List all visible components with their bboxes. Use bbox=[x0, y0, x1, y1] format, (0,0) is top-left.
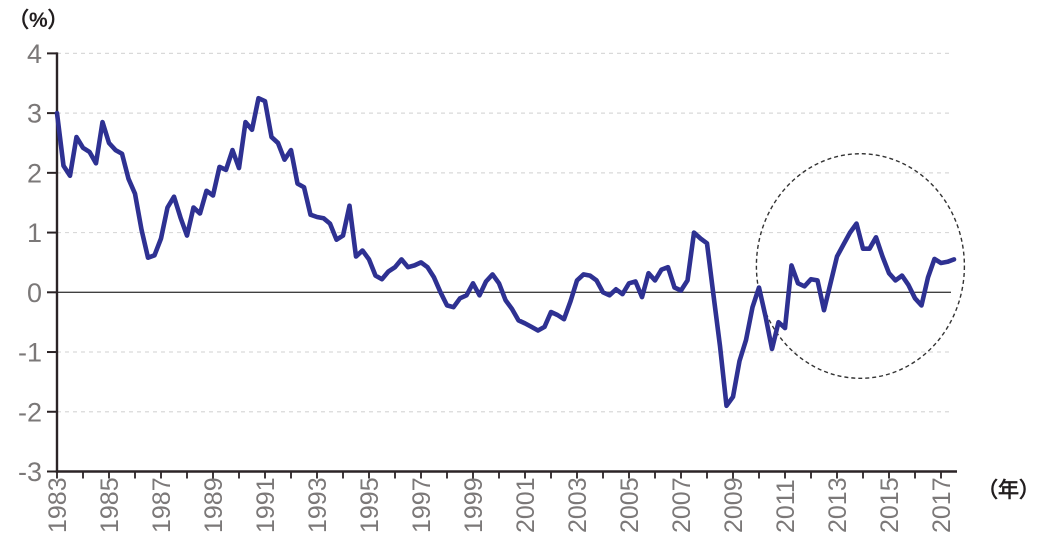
x-tick-label: 2001 bbox=[512, 477, 540, 533]
y-tick-label: 1 bbox=[27, 218, 42, 248]
x-tick-label: 2007 bbox=[668, 477, 696, 533]
x-axis-unit-label: （年） bbox=[977, 479, 1040, 502]
x-tick-label: 1987 bbox=[148, 477, 176, 533]
x-tick-label: 2013 bbox=[824, 477, 852, 533]
x-tick-label: 1993 bbox=[304, 477, 332, 533]
x-tick-label: 2009 bbox=[720, 477, 748, 533]
x-tick-label: 2011 bbox=[772, 479, 800, 533]
y-tick-label: 4 bbox=[27, 39, 42, 69]
x-tick-label: 1997 bbox=[408, 477, 436, 533]
x-tick-label: 1991 bbox=[252, 477, 280, 533]
y-axis-unit-label: （%） bbox=[8, 9, 69, 32]
x-tick-label: 1999 bbox=[460, 477, 488, 533]
x-tick-label: 1989 bbox=[200, 477, 228, 533]
y-tick-label: -1 bbox=[18, 338, 42, 368]
y-tick-label: 3 bbox=[27, 99, 42, 129]
x-tick-label: 1985 bbox=[96, 477, 124, 533]
x-tick-label: 2015 bbox=[876, 477, 904, 533]
y-tick-label: -3 bbox=[18, 457, 42, 487]
highlight-circle bbox=[755, 153, 966, 380]
x-tick-label: 2017 bbox=[928, 477, 956, 533]
x-tick-label: 2005 bbox=[616, 477, 644, 533]
y-tick-label: 2 bbox=[27, 158, 42, 188]
x-tick-label: 2003 bbox=[564, 477, 592, 533]
data-line bbox=[54, 95, 957, 409]
x-tick-label: 1983 bbox=[44, 477, 72, 533]
y-tick-label: -2 bbox=[18, 397, 42, 427]
y-tick-label: 0 bbox=[27, 278, 42, 308]
x-tick-label: 1995 bbox=[356, 477, 384, 533]
